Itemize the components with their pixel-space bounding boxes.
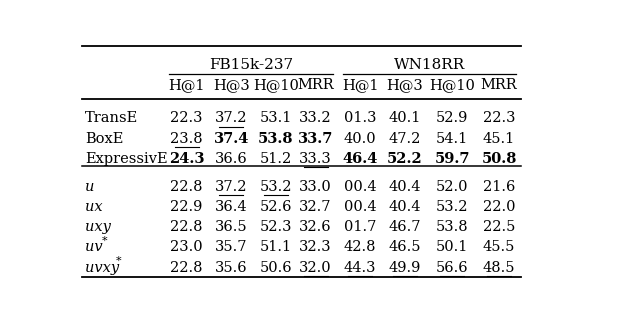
Text: 52.2: 52.2 (387, 152, 423, 166)
Text: 23.8: 23.8 (170, 132, 203, 146)
Text: 53.2: 53.2 (260, 180, 292, 194)
Text: uvxy: uvxy (85, 261, 119, 275)
Text: 45.5: 45.5 (483, 240, 515, 255)
Text: 50.6: 50.6 (260, 261, 292, 275)
Text: 51.1: 51.1 (260, 240, 292, 255)
Text: 22.8: 22.8 (170, 180, 203, 194)
Text: 37.4: 37.4 (214, 132, 249, 146)
Text: 32.0: 32.0 (300, 261, 332, 275)
Text: 23.0: 23.0 (170, 240, 203, 255)
Text: 48.5: 48.5 (483, 261, 515, 275)
Text: 33.0: 33.0 (300, 180, 332, 194)
Text: 32.6: 32.6 (300, 220, 332, 234)
Text: u: u (85, 180, 94, 194)
Text: 52.6: 52.6 (260, 200, 292, 214)
Text: 40.4: 40.4 (388, 180, 421, 194)
Text: 49.9: 49.9 (388, 261, 421, 275)
Text: ux: ux (85, 200, 102, 214)
Text: MRR: MRR (298, 78, 334, 92)
Text: 52.9: 52.9 (436, 111, 468, 126)
Text: 36.5: 36.5 (215, 220, 248, 234)
Text: 32.3: 32.3 (300, 240, 332, 255)
Text: 22.3: 22.3 (170, 111, 203, 126)
Text: 00.4: 00.4 (344, 200, 376, 214)
Text: H@3: H@3 (387, 78, 423, 92)
Text: 40.1: 40.1 (388, 111, 421, 126)
Text: 37.2: 37.2 (215, 180, 248, 194)
Text: H@10: H@10 (429, 78, 475, 92)
Text: H@1: H@1 (342, 78, 378, 92)
Text: 22.5: 22.5 (483, 220, 515, 234)
Text: 54.1: 54.1 (436, 132, 468, 146)
Text: 22.0: 22.0 (483, 200, 515, 214)
Text: 01.7: 01.7 (344, 220, 376, 234)
Text: ExpressivE: ExpressivE (85, 152, 168, 166)
Text: FB15k-237: FB15k-237 (209, 58, 293, 72)
Text: 00.4: 00.4 (344, 180, 376, 194)
Text: *: * (102, 236, 108, 246)
Text: 47.2: 47.2 (388, 132, 421, 146)
Text: 36.6: 36.6 (215, 152, 248, 166)
Text: 42.8: 42.8 (344, 240, 376, 255)
Text: 45.1: 45.1 (483, 132, 515, 146)
Text: *: * (116, 256, 122, 266)
Text: 53.8: 53.8 (436, 220, 468, 234)
Text: 32.7: 32.7 (300, 200, 332, 214)
Text: H@10: H@10 (253, 78, 299, 92)
Text: 40.4: 40.4 (388, 200, 421, 214)
Text: 46.7: 46.7 (388, 220, 421, 234)
Text: 33.2: 33.2 (300, 111, 332, 126)
Text: 50.1: 50.1 (436, 240, 468, 255)
Text: 22.3: 22.3 (483, 111, 515, 126)
Text: H@1: H@1 (168, 78, 205, 92)
Text: 51.2: 51.2 (260, 152, 292, 166)
Text: 46.4: 46.4 (342, 152, 378, 166)
Text: 52.0: 52.0 (436, 180, 468, 194)
Text: 36.4: 36.4 (215, 200, 248, 214)
Text: TransE: TransE (85, 111, 138, 126)
Text: MRR: MRR (481, 78, 517, 92)
Text: 53.8: 53.8 (258, 132, 294, 146)
Text: WN18RR: WN18RR (394, 58, 465, 72)
Text: 35.7: 35.7 (215, 240, 248, 255)
Text: 40.0: 40.0 (344, 132, 376, 146)
Text: 46.5: 46.5 (388, 240, 421, 255)
Text: 24.3: 24.3 (169, 152, 204, 166)
Text: H@3: H@3 (213, 78, 250, 92)
Text: 53.1: 53.1 (260, 111, 292, 126)
Text: BoxE: BoxE (85, 132, 124, 146)
Text: uxy: uxy (85, 220, 111, 234)
Text: 33.3: 33.3 (300, 152, 332, 166)
Text: 50.8: 50.8 (481, 152, 517, 166)
Text: 22.9: 22.9 (170, 200, 203, 214)
Text: 59.7: 59.7 (435, 152, 470, 166)
Text: 33.7: 33.7 (298, 132, 333, 146)
Text: 56.6: 56.6 (436, 261, 468, 275)
Text: 22.8: 22.8 (170, 220, 203, 234)
Text: 53.2: 53.2 (436, 200, 468, 214)
Text: 35.6: 35.6 (215, 261, 248, 275)
Text: 52.3: 52.3 (260, 220, 292, 234)
Text: 01.3: 01.3 (344, 111, 376, 126)
Text: 21.6: 21.6 (483, 180, 515, 194)
Text: uv: uv (85, 240, 102, 255)
Text: 44.3: 44.3 (344, 261, 376, 275)
Text: 22.8: 22.8 (170, 261, 203, 275)
Text: 37.2: 37.2 (215, 111, 248, 126)
